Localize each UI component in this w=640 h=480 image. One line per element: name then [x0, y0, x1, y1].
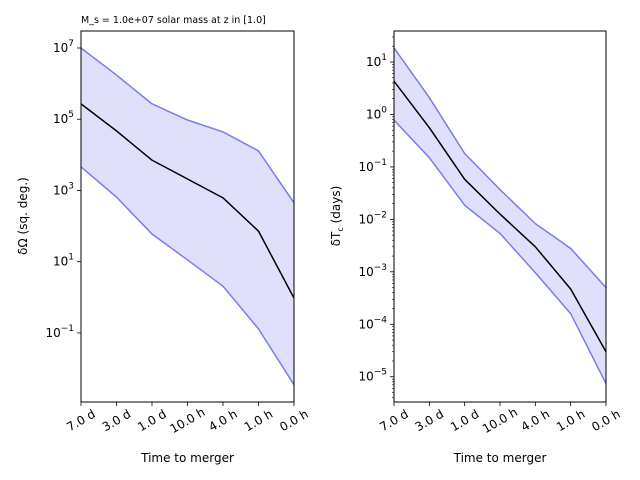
right-y-tick-label: 100 [366, 105, 387, 121]
right-y-tick-base: 10 [358, 212, 373, 226]
left-y-tick-exp: −1 [61, 324, 74, 334]
right-y-tick-exp: −1 [374, 158, 387, 168]
right-x-tick-label: 0.0 h [589, 407, 622, 434]
left-y-tick-exp: 5 [68, 110, 74, 120]
left-series-lower [80, 166, 295, 386]
right-y-tick-base: 10 [366, 107, 381, 121]
left-x-tick-label: 0.0 h [277, 407, 310, 434]
right-y-tick-base: 10 [358, 160, 373, 174]
right-y-tick-label: 10−5 [358, 368, 387, 384]
left-y-tick-base: 10 [53, 41, 68, 55]
right-series-median [393, 80, 607, 353]
right-y-tick-exp: −5 [374, 368, 387, 378]
right-y-tick-label: 101 [366, 53, 387, 69]
left-y-tick-base: 10 [45, 326, 60, 340]
right-y-tick-base: 10 [358, 370, 373, 384]
right-y-tick-exp: −2 [374, 210, 387, 220]
right-y-label-suffix: (days) [329, 186, 343, 228]
left-y-tick-label: 101 [53, 253, 74, 269]
left-y-tick-label: 107 [53, 39, 74, 55]
right-y-tick-label: 10−3 [358, 263, 387, 279]
left-y-tick-label: 103 [53, 181, 74, 197]
right-y-tick-label: 10−2 [358, 210, 387, 226]
left-y-tick-exp: 7 [68, 39, 74, 49]
right-confidence-band [394, 47, 606, 384]
left-x-axis-label: Time to merger [140, 451, 234, 465]
left-confidence-band [81, 47, 294, 385]
left-panel-solid-angle: M_s = 1.0e+07 solar mass at z in [1.0] T… [16, 15, 311, 465]
left-y-tick-exp: 3 [68, 181, 74, 191]
right-y-label-sub: c [336, 227, 345, 231]
left-y-tick-exp: 1 [68, 253, 74, 263]
left-series-median [80, 103, 295, 299]
left-chart-title: M_s = 1.0e+07 solar mass at z in [1.0] [81, 15, 266, 26]
left-y-tick-base: 10 [53, 112, 68, 126]
right-y-axis-label: δTc (days) [329, 186, 345, 247]
left-y-tick-label: 10−1 [45, 324, 74, 340]
left-y-axis-label: δΩ (sq. deg.) [16, 177, 30, 255]
right-x-tick-label: 7.0 d [377, 407, 410, 434]
right-y-tick-exp: 0 [381, 105, 387, 115]
left-x-tick-label: 10.0 h [167, 405, 207, 436]
right-x-tick-label: 4.0 h [519, 407, 552, 434]
right-y-label-main: δT [329, 231, 343, 246]
right-x-axis-label: Time to merger [453, 451, 547, 465]
right-y-tick-base: 10 [358, 265, 373, 279]
right-x-tick-label: 1.0 h [554, 407, 587, 434]
left-series-upper [80, 47, 295, 204]
right-y-tick-exp: 1 [381, 53, 387, 63]
right-series-upper [393, 47, 607, 289]
right-x-tick-label: 10.0 h [480, 405, 520, 436]
left-y-tick-base: 10 [53, 255, 68, 269]
left-y-tick-base: 10 [53, 183, 68, 197]
right-x-tick-label: 3.0 d [413, 407, 446, 434]
left-y-tick-label: 105 [53, 110, 74, 126]
right-y-tick-label: 10−1 [358, 158, 387, 174]
right-y-tick-base: 10 [366, 55, 381, 69]
right-series-lower [393, 119, 607, 384]
right-y-tick-label: 10−4 [358, 315, 387, 331]
left-x-tick-label: 1.0 d [135, 407, 168, 434]
right-y-tick-exp: −3 [374, 263, 387, 273]
left-x-tick-label: 7.0 d [64, 407, 97, 434]
left-x-tick-label: 4.0 h [206, 407, 239, 434]
right-panel-coalescence-time: Time to merger δTc (days) 7.0 d 3.0 d 1.0 … [329, 30, 623, 465]
left-x-tick-label: 1.0 h [242, 407, 275, 434]
right-y-tick-exp: −4 [374, 315, 388, 325]
left-x-tick-label: 3.0 d [100, 407, 133, 434]
right-y-tick-base: 10 [358, 317, 373, 331]
right-x-tick-label: 1.0 d [448, 407, 481, 434]
